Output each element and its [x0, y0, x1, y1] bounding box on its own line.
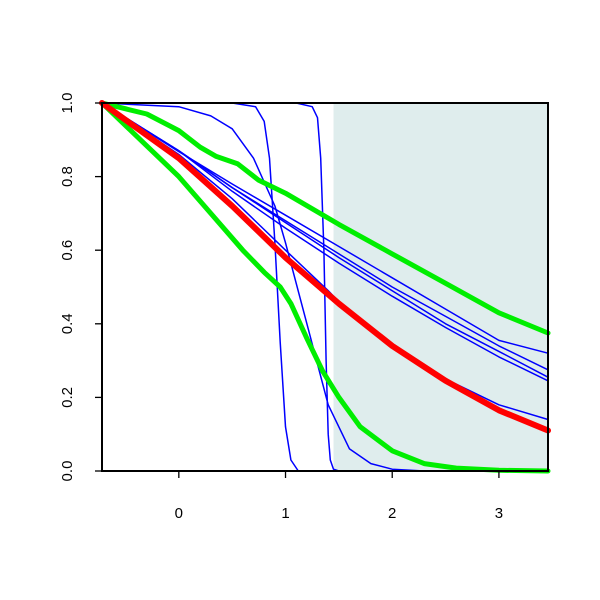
series-line-4 [101, 102, 549, 378]
series-line-8 [101, 102, 549, 472]
shaded-region [333, 103, 548, 471]
shaded-region-layer [333, 103, 548, 471]
axes-layer: 0 1 2 3 0.0 0.2 0.4 0.6 0.8 1.0 [59, 93, 549, 522]
x-tick-label: 0 [175, 505, 183, 522]
series-line-9 [99, 100, 551, 336]
series-line-6 [101, 102, 549, 472]
series-line-3 [101, 102, 549, 382]
x-tick-label: 3 [495, 505, 503, 522]
y-tick-label: 1.0 [59, 93, 76, 114]
y-tick-label: 0.8 [59, 166, 76, 187]
y-tick-label: 0.6 [59, 240, 76, 261]
series-line-10 [99, 100, 551, 474]
x-tick-label: 1 [281, 505, 289, 522]
series-layer [99, 100, 551, 474]
y-tick-label: 0.0 [59, 461, 76, 482]
plot-frame [101, 102, 549, 472]
series-line-11 [99, 100, 551, 434]
x-tick-label: 2 [388, 505, 396, 522]
y-tick-label: 0.4 [59, 313, 76, 334]
y-tick-label: 0.2 [59, 387, 76, 408]
